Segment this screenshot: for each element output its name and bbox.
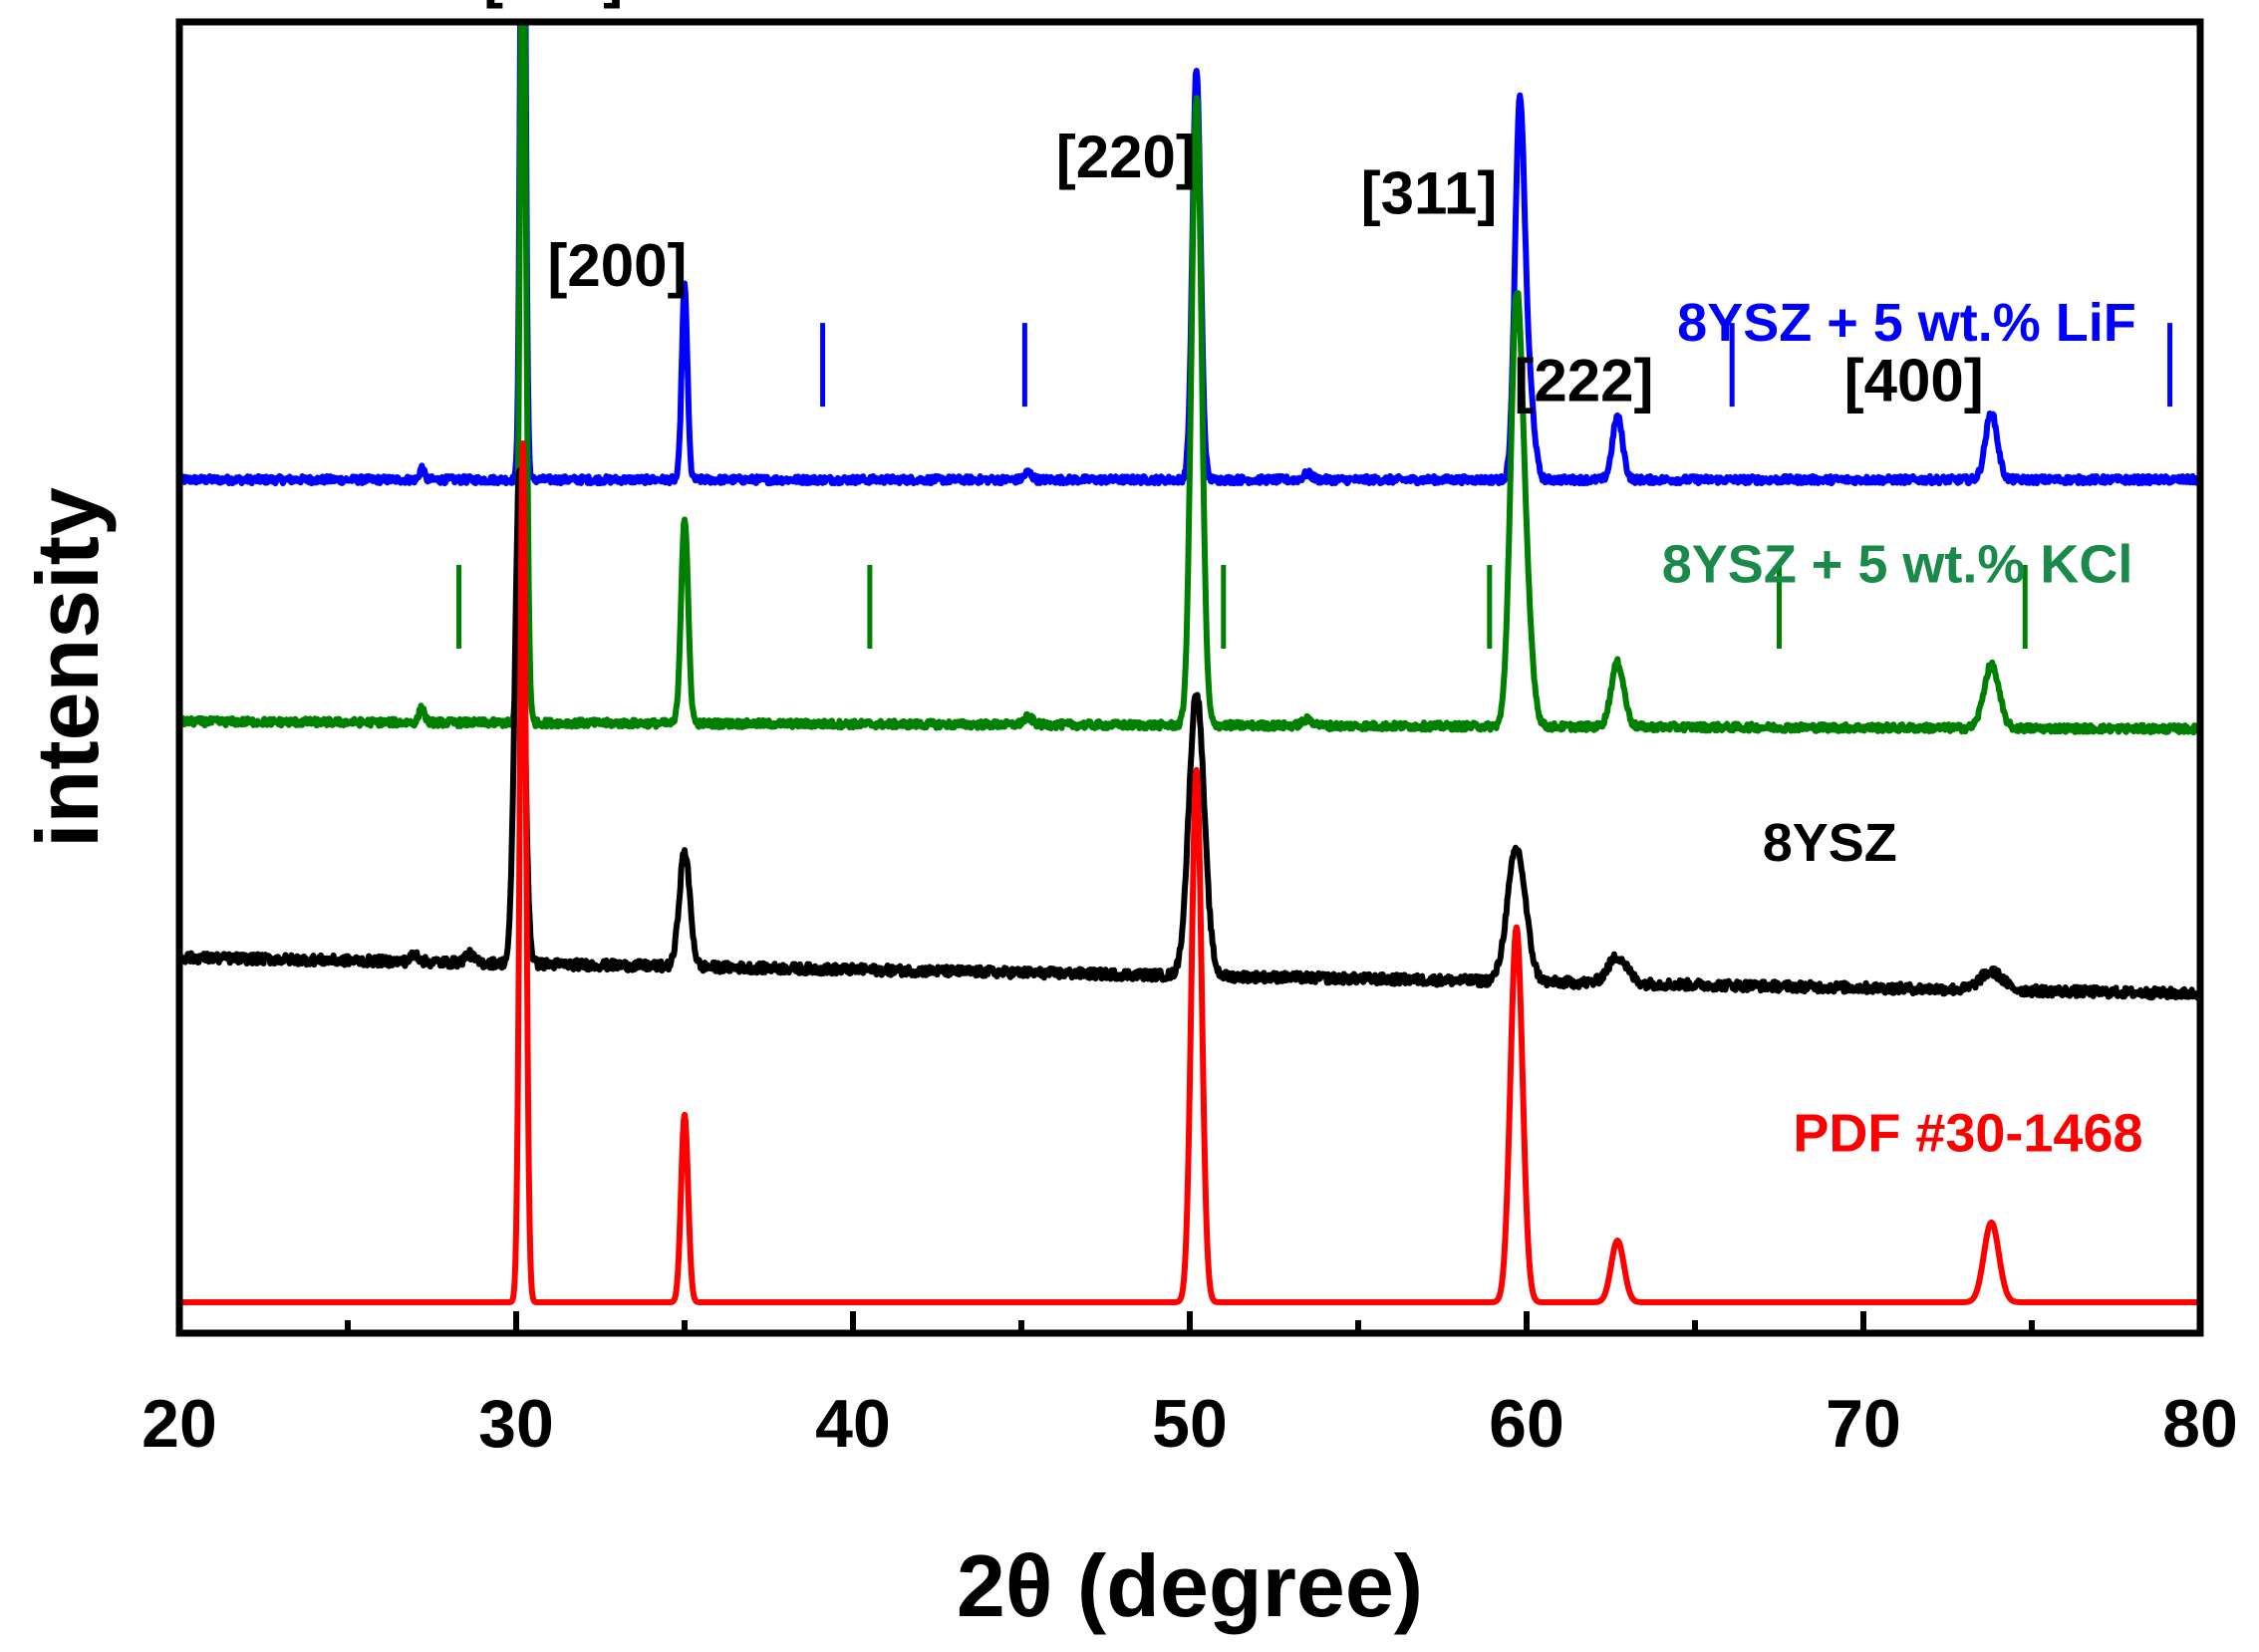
x-axis-title: 2θ (degree) xyxy=(957,1536,1423,1635)
series-layer xyxy=(179,22,2200,1305)
peak-label: [220] xyxy=(1056,124,1196,190)
series-label: 8YSZ + 5 wt.% KCl xyxy=(1662,535,2133,595)
peak-label: [222] xyxy=(1514,348,1653,414)
x-tick-label: 50 xyxy=(1152,1386,1228,1462)
series-labels: 8YSZ + 5 wt.% LiF 8YSZ + 5 wt.% KCl 8YSZ PD… xyxy=(1662,293,2143,1163)
x-tick-label: 80 xyxy=(2162,1386,2238,1462)
series-label: 8YSZ + 5 wt.% LiF xyxy=(1677,293,2136,353)
y-axis-title: intensity xyxy=(18,487,117,848)
peak-label: [311] xyxy=(1361,159,1498,226)
peak-label: [400] xyxy=(1844,348,1984,414)
x-tick-label: 60 xyxy=(1489,1386,1564,1462)
peak-annotations: [100] [200] [220] [311] [222] [400] xyxy=(483,0,1984,414)
x-tick-label: 30 xyxy=(478,1386,554,1462)
x-tick-label: 40 xyxy=(815,1386,891,1462)
series-line-pdf-30-1468 xyxy=(179,440,2200,1305)
peak-label: [200] xyxy=(547,232,687,299)
series-label: 8YSZ xyxy=(1763,813,1897,873)
reference-ticks-layer xyxy=(456,323,2173,649)
peak-label: [100] xyxy=(483,0,623,9)
x-tick-label: 20 xyxy=(141,1386,217,1462)
series-line-8ysz xyxy=(179,467,2200,1001)
x-tick-label: 70 xyxy=(1826,1386,1901,1462)
series-label: PDF #30-1468 xyxy=(1793,1103,2142,1163)
x-axis: 20 30 40 50 60 70 80 xyxy=(141,1311,2238,1462)
